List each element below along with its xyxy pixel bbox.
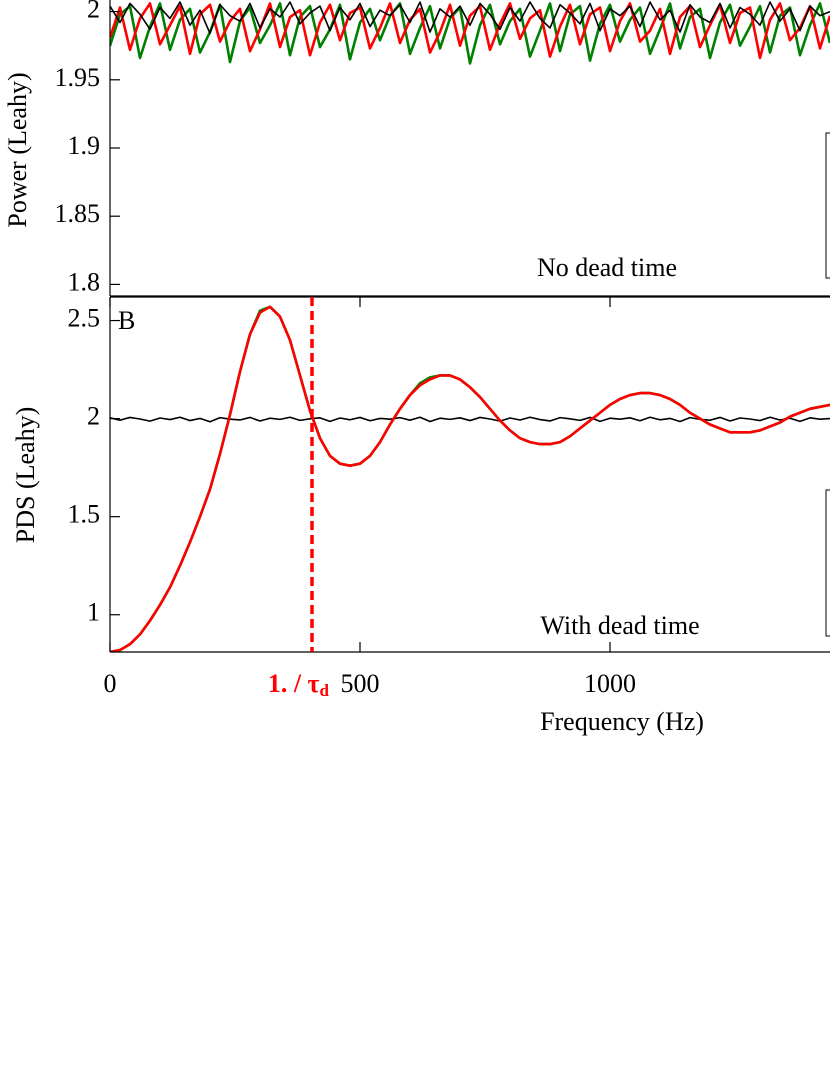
reference-label: 1. / τd bbox=[268, 669, 330, 700]
y-tick-label: 1.5 bbox=[68, 500, 101, 529]
data-line bbox=[110, 2, 830, 60]
data-line bbox=[110, 2, 830, 65]
plot-area bbox=[110, 1, 830, 65]
annotation: With dead time bbox=[540, 611, 699, 640]
legend-frame bbox=[825, 489, 830, 637]
data-line bbox=[110, 305, 830, 652]
y-tick-label: 1.95 bbox=[55, 63, 101, 92]
x-tick-label: 500 bbox=[341, 669, 380, 698]
x-tick-label: 0 bbox=[104, 669, 117, 698]
y-tick-label: 2 bbox=[87, 402, 100, 431]
data-line bbox=[110, 1, 830, 35]
y-tick-label: 2 bbox=[87, 0, 100, 24]
y-axis-label: Power (Leahy) bbox=[3, 72, 32, 227]
reference-label-main: 1. / τ bbox=[268, 669, 320, 698]
annotation: No dead time bbox=[537, 253, 677, 282]
y-axis-label: PDS (Leahy) bbox=[11, 407, 40, 543]
y-tick-label: 1.8 bbox=[68, 267, 101, 296]
legend-frame bbox=[825, 132, 830, 279]
x-tick-label: 1000 bbox=[584, 669, 636, 698]
reference-label-sub: d bbox=[320, 681, 330, 700]
x-axis-label: Frequency (Hz) bbox=[540, 707, 704, 736]
y-tick-label: 1.9 bbox=[68, 131, 101, 160]
panel-label: B bbox=[118, 306, 135, 335]
plot-area bbox=[110, 305, 830, 652]
y-tick-label: 1 bbox=[87, 598, 100, 627]
y-tick-label: 1.85 bbox=[55, 199, 101, 228]
y-tick-label: 2.5 bbox=[68, 304, 101, 333]
